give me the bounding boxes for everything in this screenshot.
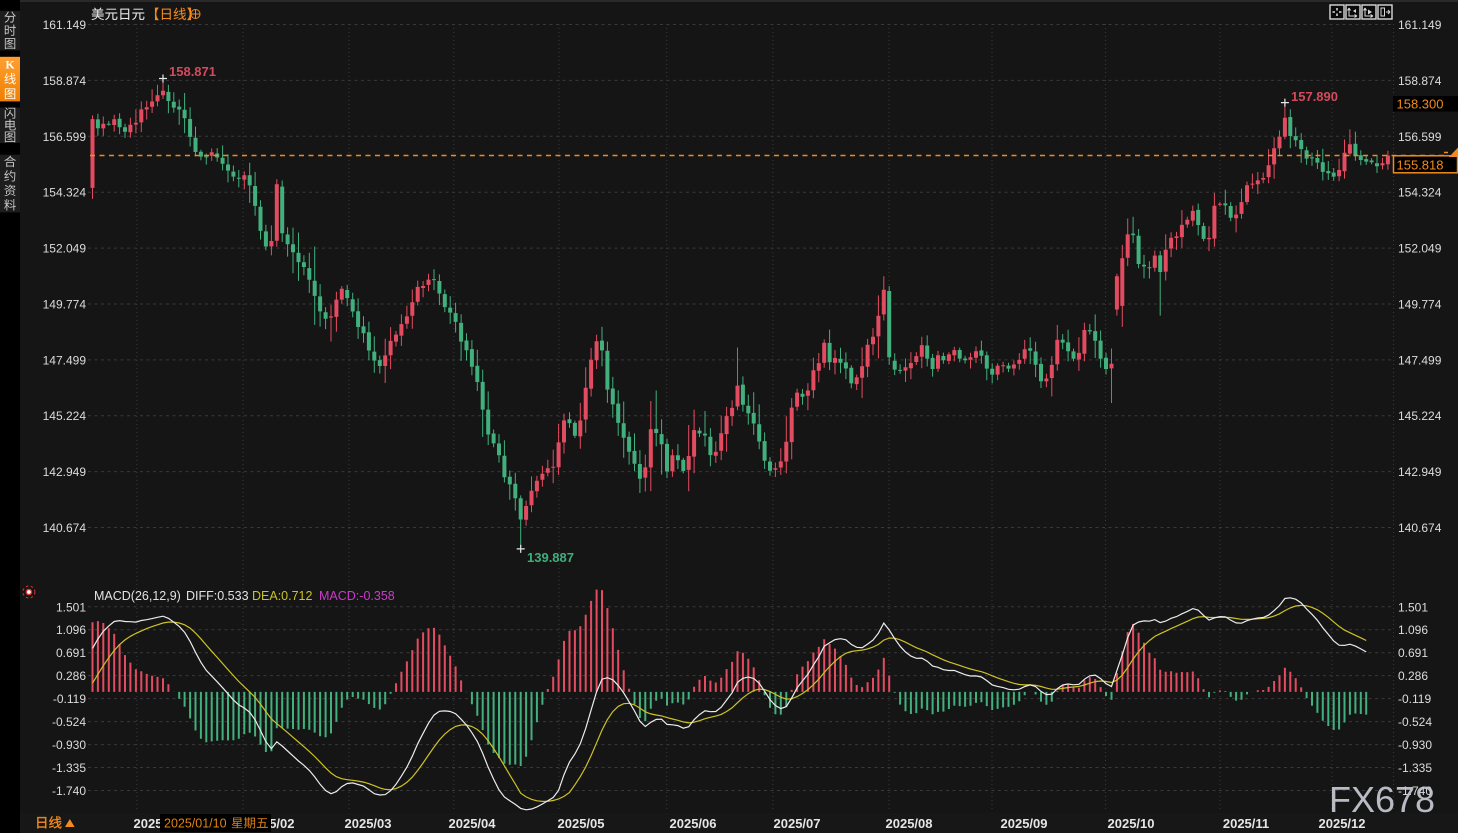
svg-text:154.324: 154.324 <box>1398 186 1442 200</box>
svg-text:140.674: 140.674 <box>1398 521 1442 535</box>
svg-text:161.149: 161.149 <box>43 18 87 32</box>
svg-text:2025/07: 2025/07 <box>774 816 821 831</box>
svg-text:147.499: 147.499 <box>1398 353 1442 367</box>
svg-text:145.224: 145.224 <box>43 409 87 423</box>
svg-text:152.049: 152.049 <box>1398 242 1442 256</box>
svg-text:K: K <box>5 58 15 72</box>
svg-text:157.890: 157.890 <box>1291 89 1338 104</box>
svg-text:142.949: 142.949 <box>43 465 87 479</box>
svg-text:158.871: 158.871 <box>169 64 216 79</box>
svg-text:DEA:0.712: DEA:0.712 <box>252 589 313 603</box>
svg-text:2025/10: 2025/10 <box>1108 816 1155 831</box>
svg-text:158.874: 158.874 <box>1398 74 1442 88</box>
svg-text:-0.524: -0.524 <box>1398 715 1432 729</box>
svg-text:140.674: 140.674 <box>43 521 87 535</box>
svg-text:2025/12: 2025/12 <box>1319 816 1366 831</box>
svg-text:152.049: 152.049 <box>43 242 87 256</box>
svg-text:156.599: 156.599 <box>1398 130 1442 144</box>
svg-text:-0.119: -0.119 <box>53 692 86 706</box>
svg-text:2025/01/10: 2025/01/10 <box>164 817 227 831</box>
svg-text:2025/06: 2025/06 <box>670 816 717 831</box>
svg-text:0.691: 0.691 <box>56 646 86 660</box>
svg-text:-1.335: -1.335 <box>1398 761 1432 775</box>
svg-text:DIFF:0.533: DIFF:0.533 <box>186 589 249 603</box>
svg-text:2025/04: 2025/04 <box>449 816 497 831</box>
svg-text:158.300: 158.300 <box>1397 97 1444 112</box>
svg-text:-1.740: -1.740 <box>52 784 86 798</box>
svg-text:161.149: 161.149 <box>1398 18 1442 32</box>
svg-text:0.286: 0.286 <box>1398 669 1428 683</box>
svg-text:0.286: 0.286 <box>56 669 86 683</box>
svg-text:1.501: 1.501 <box>1398 600 1428 614</box>
svg-text:2025/09: 2025/09 <box>1001 816 1048 831</box>
svg-text:-0.119: -0.119 <box>1398 692 1431 706</box>
svg-text:-0.930: -0.930 <box>1398 738 1432 752</box>
svg-text:MACD:-0.358: MACD:-0.358 <box>319 589 395 603</box>
svg-text:145.224: 145.224 <box>1398 409 1442 423</box>
svg-text:2025/05: 2025/05 <box>558 816 605 831</box>
svg-text:149.774: 149.774 <box>43 298 87 312</box>
svg-text:1.096: 1.096 <box>1398 623 1428 637</box>
svg-text:-1.335: -1.335 <box>52 761 86 775</box>
svg-text:0.691: 0.691 <box>1398 646 1428 660</box>
svg-text:2025/11: 2025/11 <box>1223 816 1269 831</box>
svg-text:1.096: 1.096 <box>56 623 86 637</box>
svg-text:158.874: 158.874 <box>43 74 87 88</box>
svg-text:156.599: 156.599 <box>43 130 87 144</box>
svg-text:-0.524: -0.524 <box>52 715 86 729</box>
svg-text:142.949: 142.949 <box>1398 465 1442 479</box>
svg-text:149.774: 149.774 <box>1398 298 1442 312</box>
svg-text:154.324: 154.324 <box>43 186 87 200</box>
svg-text:MACD(26,12,9): MACD(26,12,9) <box>94 589 181 603</box>
svg-text:155.818: 155.818 <box>1397 158 1444 173</box>
svg-text:147.499: 147.499 <box>43 353 87 367</box>
svg-text:-0.930: -0.930 <box>52 738 86 752</box>
svg-text:139.887: 139.887 <box>527 550 574 565</box>
svg-text:2025/03: 2025/03 <box>345 816 392 831</box>
svg-text:2025/08: 2025/08 <box>886 816 933 831</box>
svg-text:1.501: 1.501 <box>56 600 86 614</box>
svg-text:-1.740: -1.740 <box>1398 784 1432 798</box>
